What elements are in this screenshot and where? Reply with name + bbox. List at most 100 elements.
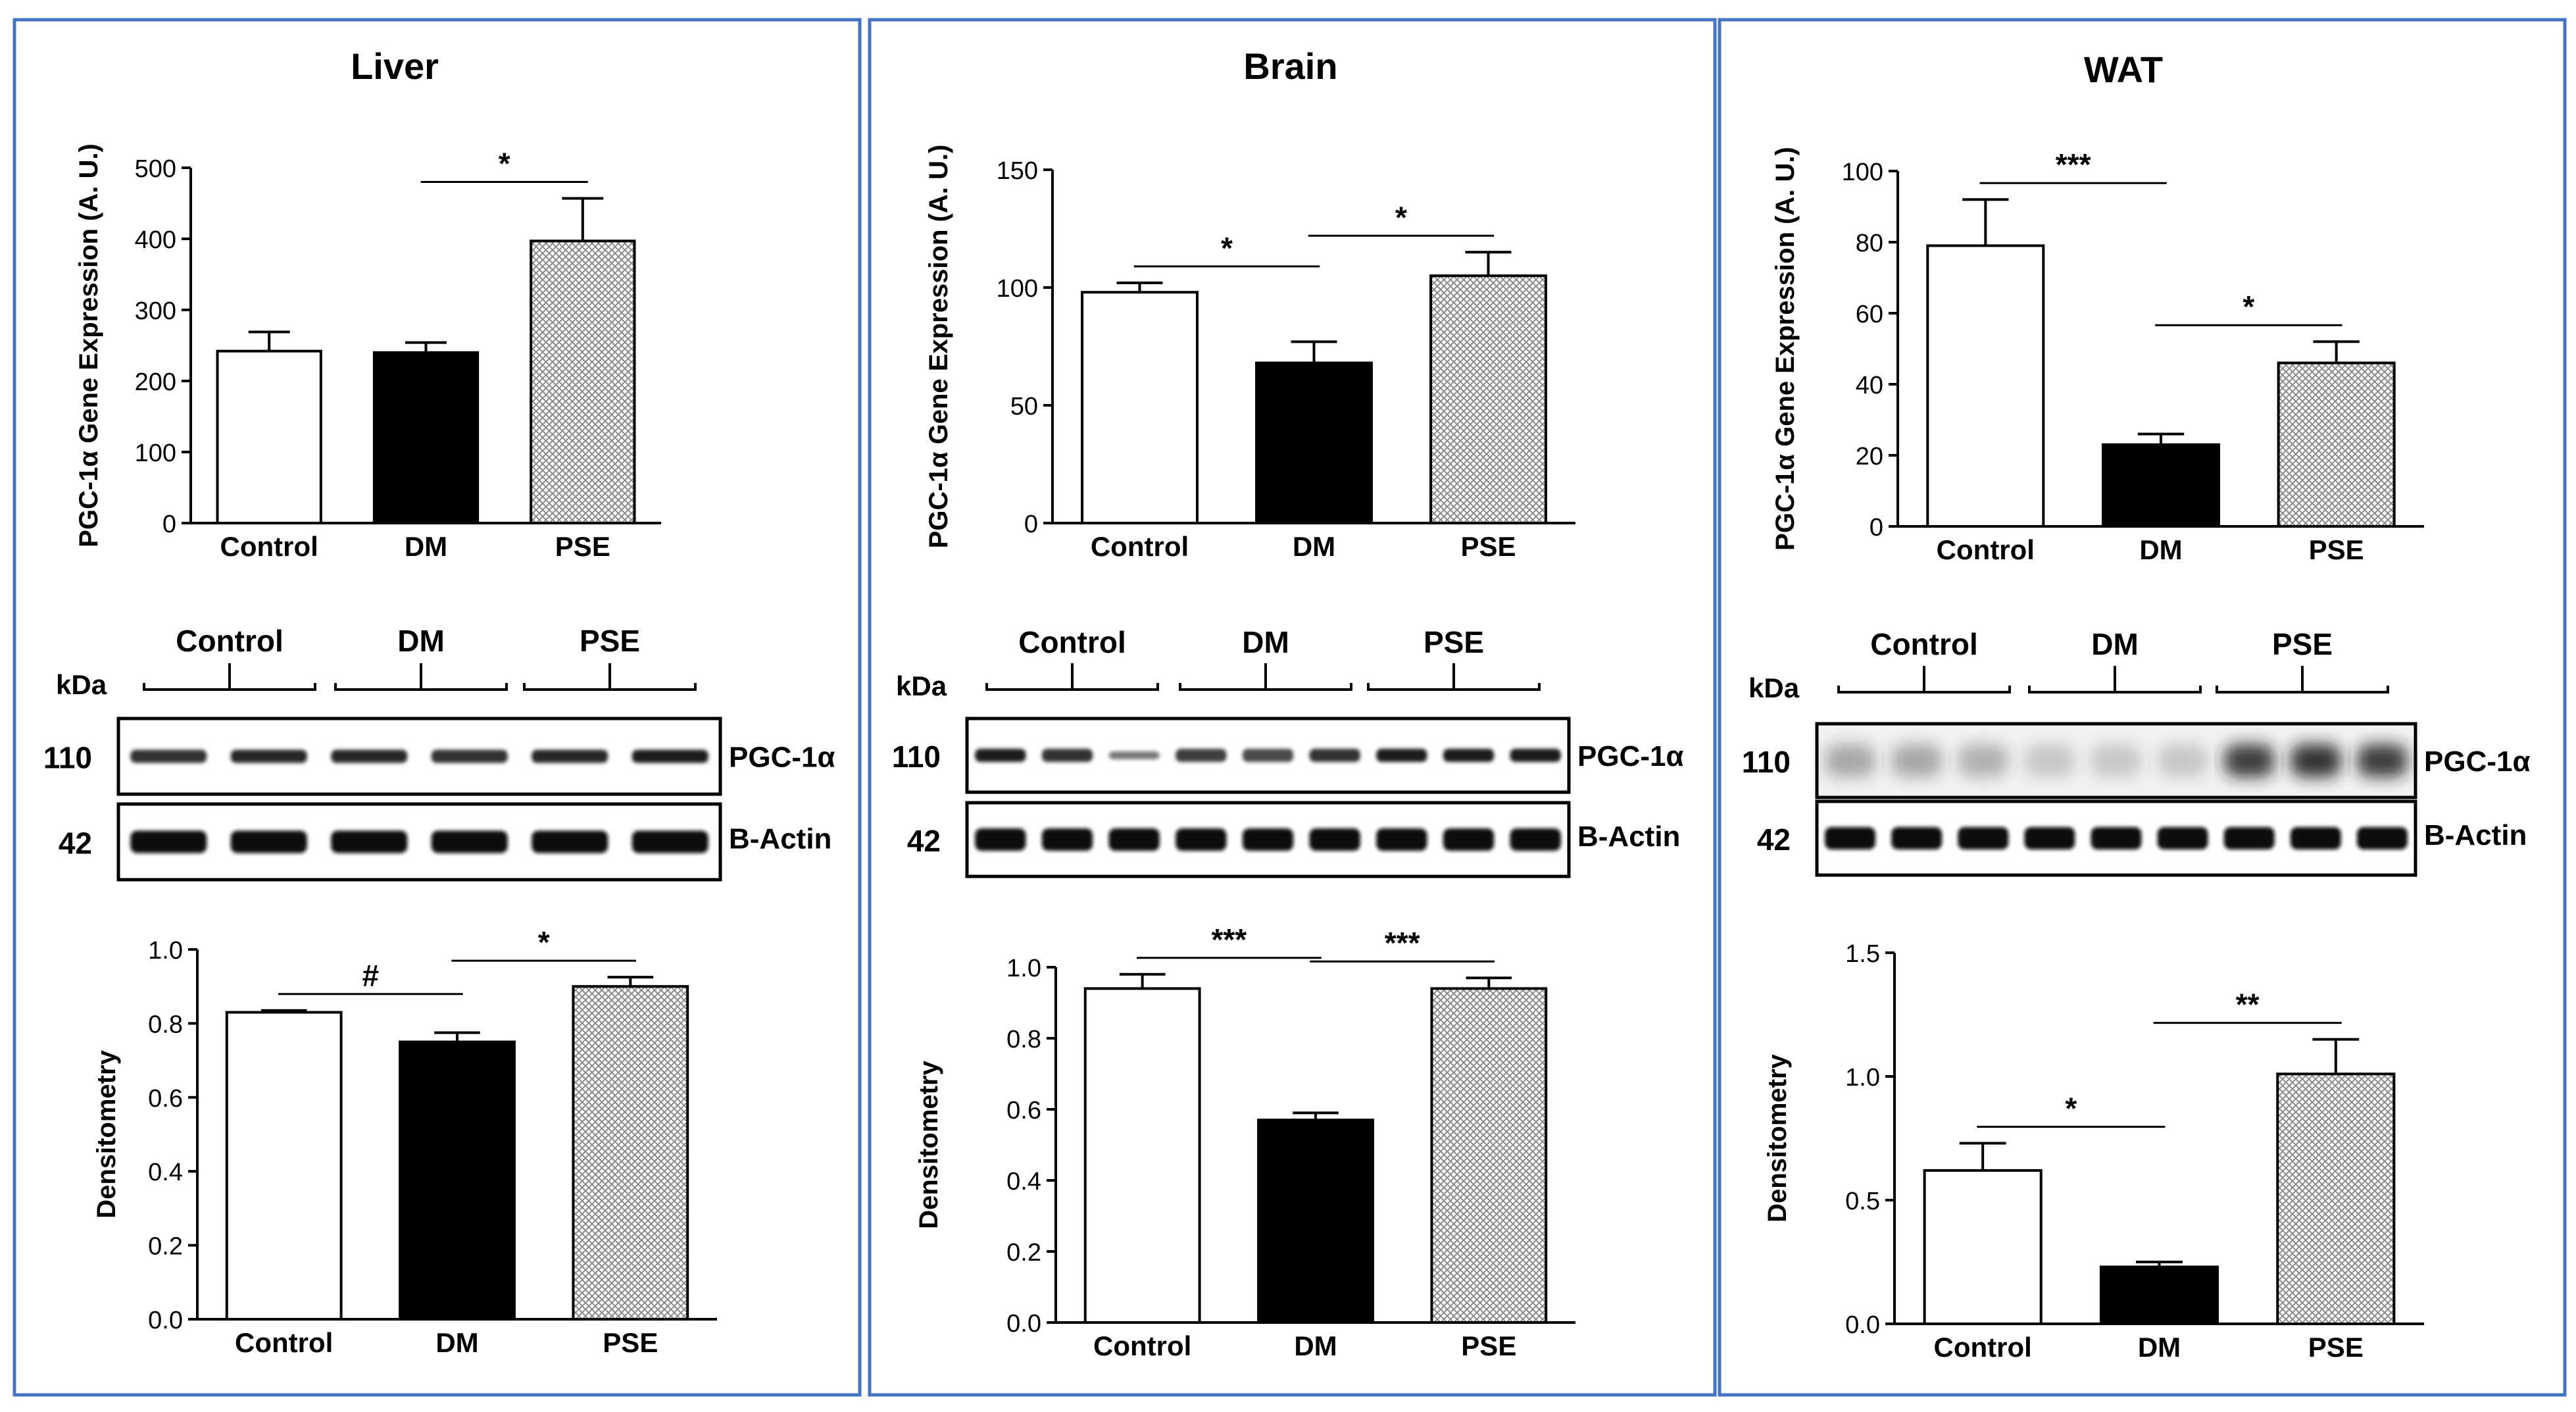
y-tick-label: 0.0: [1006, 1310, 1041, 1338]
blot-band-target: [2091, 744, 2142, 777]
mw-label-loading: 42: [907, 824, 941, 858]
y-axis-label: Densitometry: [914, 1060, 943, 1228]
x-tick-label-dm: DM: [2138, 1332, 2181, 1363]
x-tick-label-pse: PSE: [1461, 1330, 1516, 1361]
blot-band-loading: [1510, 828, 1561, 851]
y-tick-label: 0.6: [1006, 1097, 1041, 1124]
blot-group-label-pse: PSE: [1424, 625, 1484, 659]
significance-mark: *: [1395, 200, 1407, 234]
blot-loading-label: B-Actin: [729, 823, 831, 855]
blot-group-bracket: [2216, 666, 2389, 693]
blot-band-target: [1176, 749, 1227, 762]
wat-gene-expression-chart: 0 20 40 60 80 100 PGC-1α Gene Expression (A. U…: [1771, 147, 2424, 565]
significance-mark: *: [2065, 1092, 2077, 1126]
blot-group-bracket: [1367, 663, 1541, 691]
panel-frame-liver: [12, 18, 862, 1397]
y-tick-label: 50: [1010, 393, 1038, 420]
y-tick-label: 500: [135, 155, 176, 183]
liver-gene-expression-chart: 0 100 200 300 400 500 PGC-1α Gene Expression (…: [74, 143, 661, 562]
y-tick-label: 60: [1856, 301, 1883, 328]
brain-densitometry-chart: 0.0 0.2 0.4 0.6 0.8 1.0 Densitometry Control DM P…: [914, 922, 1575, 1361]
blot-band-loading: [1176, 828, 1227, 851]
blot-group-bracket: [985, 663, 1159, 691]
y-tick-label: 150: [997, 157, 1038, 185]
blot-band-target: [1510, 749, 1561, 762]
blot-band-target: [1958, 744, 2009, 777]
blot-band-loading: [1891, 827, 1943, 849]
blot-band-target: [331, 749, 408, 763]
blot-band-target: [2157, 744, 2208, 777]
y-tick-label: 0: [1024, 511, 1038, 538]
blot-band-loading: [532, 830, 608, 853]
blot-group-label-control: Control: [1018, 625, 1126, 659]
significance-mark: **: [2236, 988, 2260, 1022]
blot-group-label-control: Control: [1870, 627, 1978, 661]
y-tick-label: 0.0: [1845, 1311, 1880, 1339]
x-tick-label-pse: PSE: [603, 1327, 658, 1358]
x-tick-label-control: Control: [1091, 531, 1189, 562]
blot-band-target: [1443, 749, 1495, 762]
mw-label-loading: 42: [1757, 822, 1791, 857]
blot-group-label-dm: DM: [1242, 625, 1289, 659]
y-tick-label: 0.2: [1006, 1239, 1041, 1267]
blot-group-bracket: [334, 663, 508, 691]
blot-group-label-pse: PSE: [580, 624, 640, 658]
bar-control: [216, 349, 322, 524]
blot-group-label-control: Control: [176, 624, 284, 658]
y-tick-label: 0.4: [1006, 1168, 1041, 1196]
wat-western-blot: Control DM PSE kDa 110 42 PGC-1α B-Actin: [1742, 627, 2531, 877]
significance-mark: *: [538, 925, 550, 959]
liver-densitometry-chart: 0.0 0.2 0.4 0.6 0.8 1.0 Densitometry Control DM P…: [92, 925, 717, 1358]
bar-pse: [2276, 1072, 2396, 1325]
blot-band-target: [431, 749, 508, 763]
blot-protein-label: PGC-1α: [2424, 745, 2531, 778]
y-tick-label: 1.5: [1845, 940, 1880, 968]
blot-band-target: [2357, 744, 2408, 777]
bar-pse: [530, 240, 636, 524]
y-tick-label: 0: [162, 511, 176, 538]
kda-label: kDa: [1748, 672, 1800, 703]
blot-band-target: [2024, 744, 2075, 777]
blot-band-loading: [1443, 828, 1495, 851]
blot-band-target: [2290, 744, 2341, 777]
blot-band-loading: [331, 830, 408, 853]
blot-band-target: [1891, 744, 1943, 777]
x-tick-label-pse: PSE: [2309, 534, 2364, 565]
y-tick-label: 200: [135, 368, 176, 396]
significance-mark: *: [1221, 231, 1233, 265]
x-tick-label-dm: DM: [405, 531, 447, 562]
significance-mark: ***: [1211, 922, 1247, 957]
blot-loading-label: B-Actin: [2424, 819, 2527, 851]
x-tick-label-pse: PSE: [2308, 1332, 2364, 1363]
blot-band-loading: [1108, 828, 1160, 851]
blot-band-loading: [2223, 827, 2275, 849]
y-tick-label: 300: [135, 297, 176, 325]
blot-band-target: [1041, 749, 1093, 762]
blot-group-label-dm: DM: [2091, 627, 2139, 661]
blot-protein-label: PGC-1α: [729, 742, 835, 774]
x-tick-label-dm: DM: [1293, 531, 1335, 562]
blot-band-loading: [1309, 828, 1360, 851]
bar-dm: [372, 351, 480, 524]
bar-control: [1923, 1169, 2043, 1325]
mw-label-target: 110: [892, 740, 941, 774]
blot-band-loading: [2091, 827, 2142, 849]
x-tick-label-dm: DM: [435, 1327, 478, 1358]
x-tick-label-pse: PSE: [1460, 531, 1516, 562]
panel-title-liver: Liver: [351, 45, 439, 87]
significance-mark: *: [499, 146, 510, 180]
y-tick-label: 0.8: [148, 1011, 183, 1038]
panel-frame-wat: [1718, 18, 2567, 1397]
y-tick-label: 1.0: [1845, 1064, 1880, 1092]
blot-band-loading: [1376, 828, 1427, 851]
x-tick-label-control: Control: [1093, 1330, 1191, 1361]
kda-label: kDa: [896, 670, 947, 701]
mw-label-loading: 42: [59, 826, 92, 861]
blot-group-bracket: [2028, 666, 2202, 693]
blot-band-loading: [2157, 827, 2208, 849]
mw-label-target: 110: [43, 741, 92, 775]
liver-western-blot: Control DM PSE kDa 110 42 PGC-1α B-Actin: [43, 624, 835, 882]
blot-band-loading: [130, 830, 207, 853]
blot-group-bracket: [143, 663, 316, 691]
